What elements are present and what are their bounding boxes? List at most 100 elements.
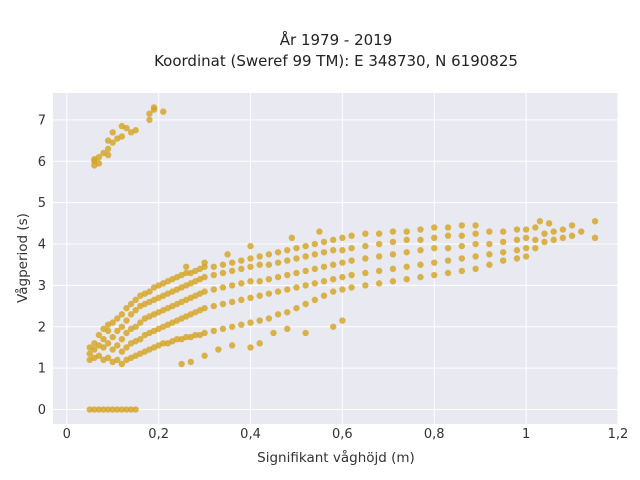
scatter-point xyxy=(284,247,291,254)
scatter-point xyxy=(375,230,383,237)
scatter-point xyxy=(472,230,479,237)
scatter-point xyxy=(201,259,208,266)
scatter-point xyxy=(215,346,222,353)
scatter-point xyxy=(486,228,493,235)
scatter-point xyxy=(568,232,576,239)
scatter-point xyxy=(348,257,355,264)
scatter-point xyxy=(348,232,355,239)
scatter-point xyxy=(550,236,557,244)
x-tick-label: 1,2 xyxy=(608,427,629,442)
scatter-point xyxy=(458,232,466,239)
scatter-point xyxy=(403,275,410,283)
scatter-point xyxy=(270,329,277,337)
y-tick-label: 2 xyxy=(38,320,46,335)
scatter-point xyxy=(513,236,521,244)
scatter-point xyxy=(114,406,121,413)
scatter-point xyxy=(100,335,107,343)
scatter-point xyxy=(118,133,126,140)
scatter-point xyxy=(472,222,479,229)
scatter-point xyxy=(178,360,185,368)
scatter-point xyxy=(541,230,548,237)
chart-title-line-2: Koordinat (Sweref 99 TM): E 348730, N 61… xyxy=(154,52,518,70)
scatter-point xyxy=(123,317,130,324)
scatter-point xyxy=(256,253,263,260)
scatter-point xyxy=(444,232,452,239)
scatter-point xyxy=(458,222,466,229)
scatter-point xyxy=(458,267,466,275)
scatter-point xyxy=(274,288,282,295)
scatter-point xyxy=(284,257,291,264)
scatter-point xyxy=(330,275,337,283)
scatter-point xyxy=(210,302,217,310)
scatter-point xyxy=(417,273,424,281)
scatter-point xyxy=(536,218,544,225)
scatter-point xyxy=(91,406,98,413)
scatter-point xyxy=(86,350,93,357)
scatter-point xyxy=(293,269,300,277)
scatter-point xyxy=(375,253,383,260)
scatter-point xyxy=(114,356,121,364)
scatter-point xyxy=(431,224,438,231)
scatter-point xyxy=(247,242,254,250)
scatter-point xyxy=(219,269,227,277)
scatter-point xyxy=(228,282,236,289)
plot-area xyxy=(53,93,618,424)
scatter-point xyxy=(431,271,438,279)
scatter-point xyxy=(522,244,530,252)
scatter-point xyxy=(238,257,245,264)
scatter-point xyxy=(389,238,397,246)
scatter-point xyxy=(522,253,530,260)
scatter-point xyxy=(389,251,397,258)
scatter-point xyxy=(274,273,282,281)
scatter-point xyxy=(123,406,130,413)
scatter-point xyxy=(127,300,135,308)
scatter-point xyxy=(339,259,346,266)
scatter-point xyxy=(104,151,112,159)
x-tick-label: 0,2 xyxy=(148,427,169,442)
scatter-point xyxy=(160,340,167,347)
scatter-point xyxy=(486,261,493,268)
scatter-point xyxy=(403,236,410,244)
scatter-point xyxy=(104,406,112,413)
scatter-point xyxy=(362,269,369,277)
scatter-point xyxy=(444,224,452,231)
scatter-point xyxy=(238,321,245,328)
x-tick-label: 0,6 xyxy=(332,427,353,442)
scatter-point xyxy=(472,265,479,273)
scatter-point xyxy=(339,234,346,242)
y-tick-label: 5 xyxy=(38,196,46,211)
scatter-point xyxy=(210,263,217,270)
scatter-point xyxy=(472,253,479,260)
scatter-point xyxy=(330,288,337,295)
scatter-point xyxy=(274,311,282,318)
scatter-point xyxy=(545,220,553,227)
scatter-point xyxy=(458,242,466,250)
scatter-point xyxy=(100,344,107,351)
scatter-point xyxy=(375,267,383,275)
scatter-point xyxy=(123,124,130,132)
scatter-point xyxy=(513,255,521,262)
scatter-point xyxy=(444,244,452,252)
scatter-point xyxy=(95,406,103,413)
scatter-point xyxy=(114,315,121,322)
scatter-point xyxy=(219,325,227,333)
scatter-point xyxy=(362,230,369,237)
scatter-point xyxy=(320,263,328,270)
y-tick-label: 4 xyxy=(38,238,46,253)
scatter-point xyxy=(362,282,369,289)
scatter-point xyxy=(118,348,126,355)
scatter-point xyxy=(311,296,319,304)
scatter-point xyxy=(311,280,319,287)
scatter-point xyxy=(114,327,121,335)
scatter-point xyxy=(210,327,217,335)
scatter-point xyxy=(302,242,309,250)
x-tick-label: 1 xyxy=(522,427,530,442)
scatter-point xyxy=(265,275,273,283)
scatter-point xyxy=(591,234,599,242)
scatter-point xyxy=(389,228,397,235)
scatter-point xyxy=(132,323,139,330)
y-axis-label: Vågperiod (s) xyxy=(14,213,31,303)
scatter-point xyxy=(247,319,254,326)
scatter-point xyxy=(132,127,139,134)
